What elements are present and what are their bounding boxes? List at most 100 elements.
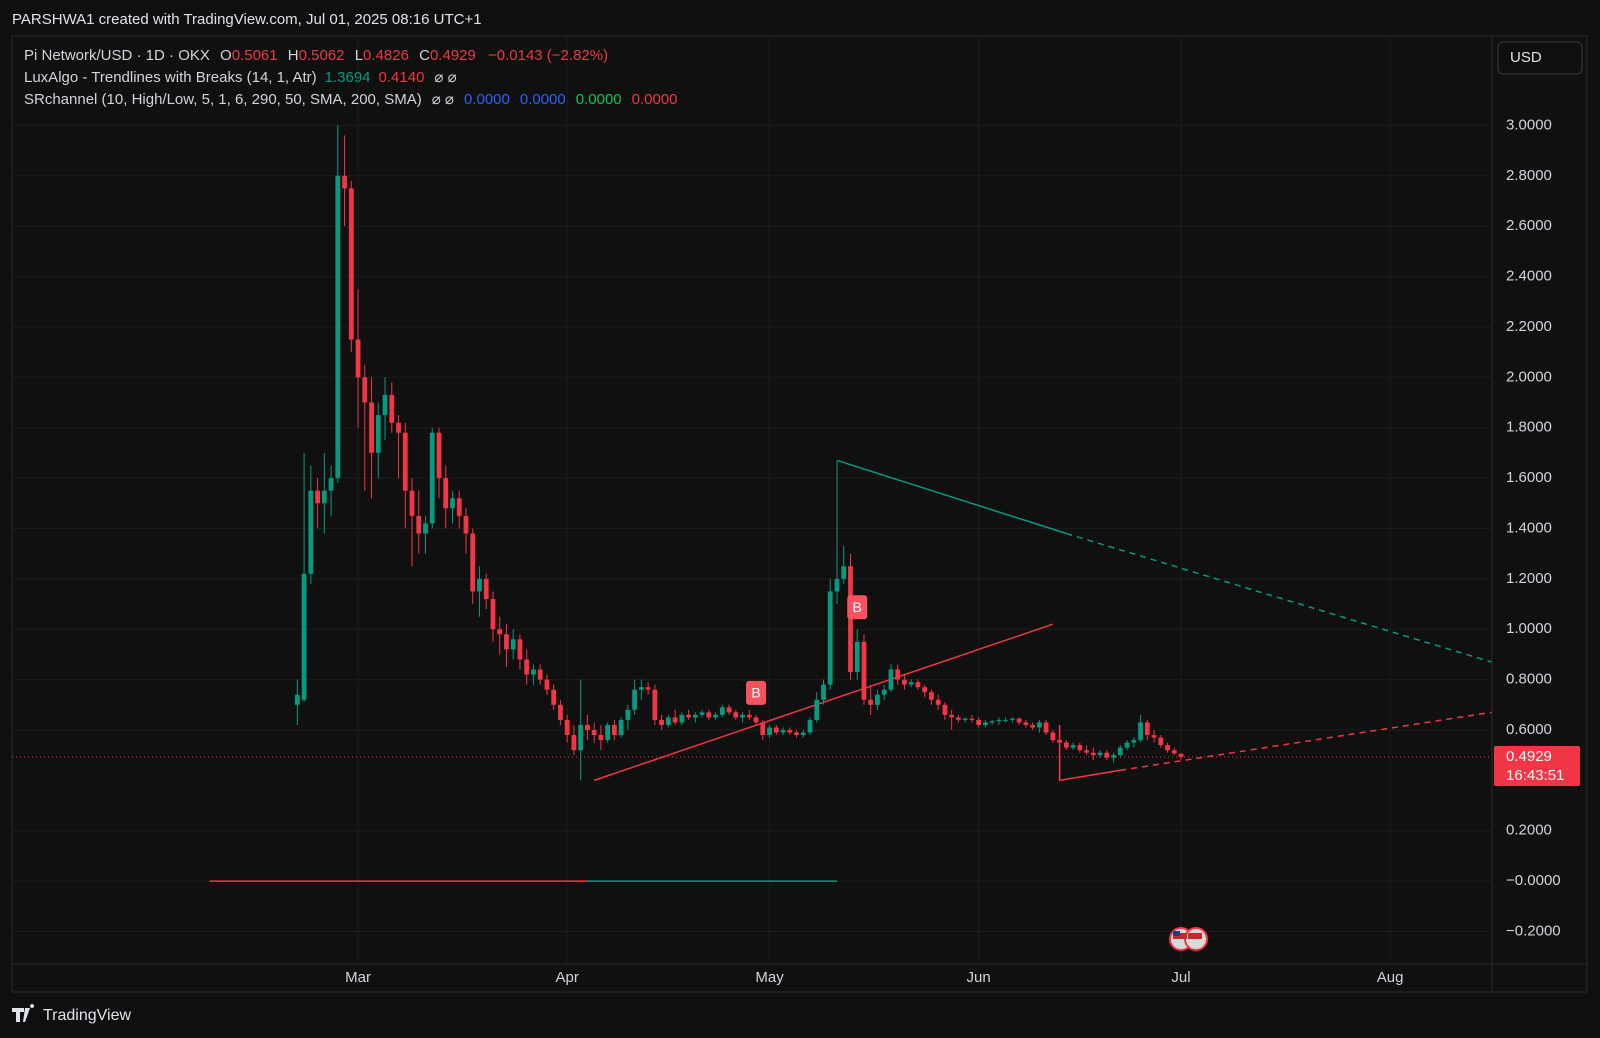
candle-body [1030,724,1036,728]
close-value: 0.4929 [430,47,476,64]
trendline [1066,532,1492,663]
candle-body [1144,722,1150,736]
candle [1090,747,1096,761]
candle-body [591,729,597,736]
candle-body [1077,745,1083,751]
candle-body [652,689,658,720]
candle-body [510,639,516,650]
currency[interactable]: USD [1510,49,1542,66]
candle-body [665,717,671,725]
indicator-value: 0.0000 [632,91,678,108]
candle-body [760,722,766,736]
candle [1084,745,1089,756]
symbol: Pi Network/USD · 1D · OKX [24,47,210,64]
candle-body [854,641,860,673]
candle-body [315,490,320,504]
candle [1030,722,1036,730]
candle-body [1165,745,1170,751]
candle-body [517,639,523,660]
candle-body [821,684,826,700]
candle [807,717,813,736]
indicator-name: SRchannel (10, High/Low, 5, 1, 6, 290, 5… [24,91,422,108]
candle [929,689,934,705]
candle-body [605,724,611,741]
candle-body [1158,737,1164,746]
candle-body [1016,718,1022,723]
candle [908,679,914,688]
candle [915,679,921,690]
candle-body [726,707,732,713]
candle [1009,717,1015,723]
candle-body [369,402,374,453]
candle-body [659,719,665,725]
y-tick-label: 1.4000 [1506,519,1552,536]
indicator-value: 0.4140 [379,69,425,86]
candle-body [618,719,624,736]
candle [1023,719,1029,728]
candle-body [740,714,745,718]
y-tick-label: 1.8000 [1506,419,1552,436]
candle [949,709,955,730]
candle-body [807,719,813,733]
candle-body [632,689,638,710]
candle-body [888,669,894,690]
candle-body [719,707,725,715]
candle-body [692,714,698,718]
currency-button[interactable] [1497,41,1583,75]
candle-body [294,694,300,705]
candle [591,722,597,743]
candle [308,465,314,584]
candle [1057,735,1063,746]
y-tick-label: 1.0000 [1506,620,1552,637]
candle [477,566,482,617]
candle [335,125,341,484]
candle [315,478,320,529]
candle [342,135,347,227]
h: H [288,47,299,64]
x-tick-label: Apr [555,969,578,986]
candle [409,478,415,567]
candle [537,664,543,685]
flags [1169,927,1208,951]
candle-body [531,669,536,675]
candle-body [328,478,334,491]
candle [510,629,516,660]
candle-body [780,729,786,733]
candle-body [800,732,806,736]
o: O [220,47,232,64]
candle-body [1050,732,1056,741]
candle [875,689,880,710]
candle [638,679,644,700]
candle-body [551,689,557,705]
candle-body [625,709,631,720]
candle-body [881,689,887,695]
y-tick-label: 2.4000 [1506,268,1552,285]
candle [1131,737,1137,748]
candle [1151,729,1157,743]
candle-body [996,719,1002,722]
candle [935,694,941,710]
candle-body [375,415,381,453]
signal-label: B [853,599,862,615]
countdown: 16:43:51 [1506,767,1564,784]
candle-body [342,175,347,189]
candle-body [429,432,435,524]
candle [443,465,449,529]
indicator-value: 0.0000 [464,91,510,108]
candle [821,679,826,705]
candle-body [767,727,772,736]
candle-body [1171,750,1177,754]
candle-body [713,714,718,718]
candle-body [558,704,563,720]
candle [1111,752,1116,763]
candle-body [956,717,961,720]
candle [355,289,361,428]
candle [902,674,907,690]
candle [328,465,334,516]
candle [1104,750,1110,761]
candle [814,692,820,723]
x-tick-label: Mar [345,969,371,986]
c: C [419,47,430,64]
candle-body [598,735,604,741]
signal-label: B [751,685,760,701]
